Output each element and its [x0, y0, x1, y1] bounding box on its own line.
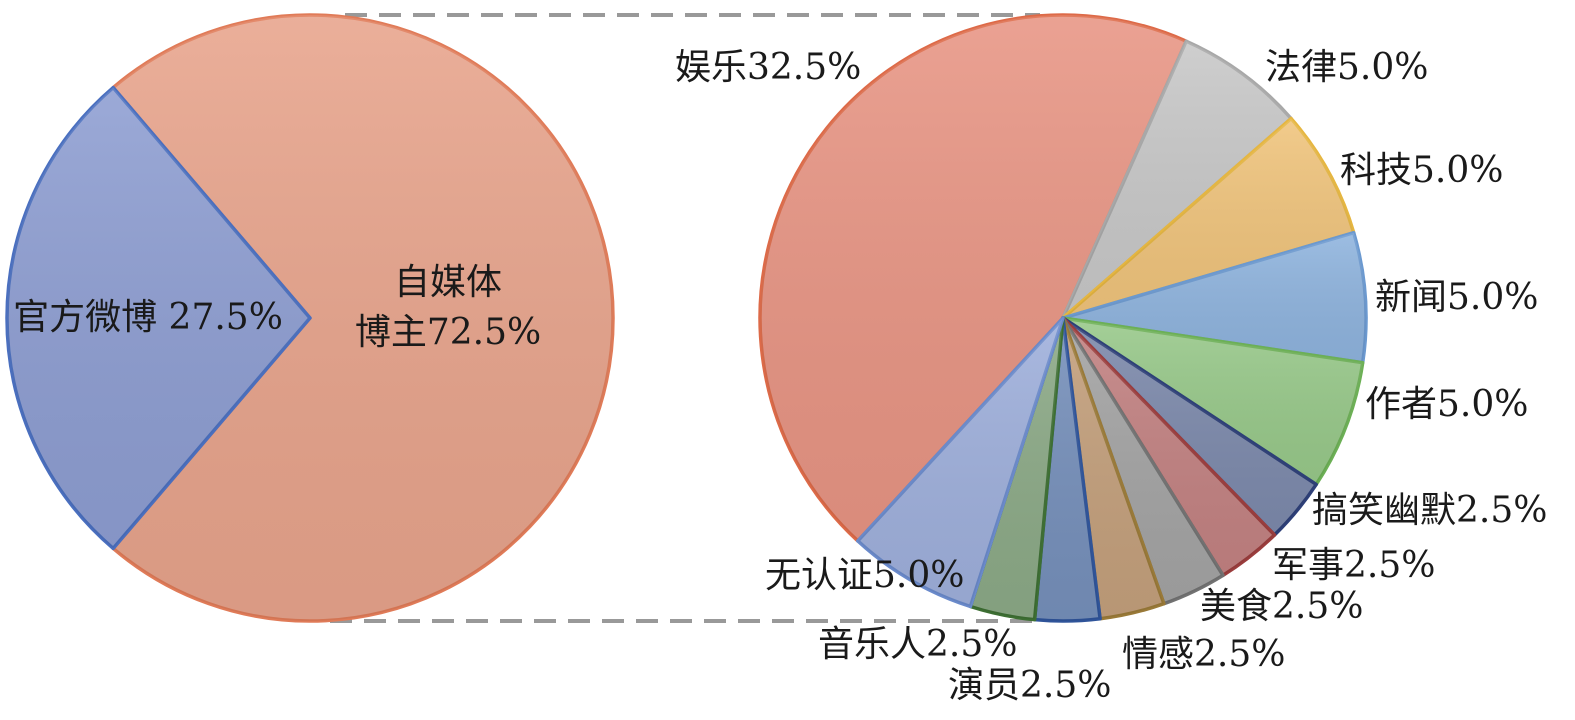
- right-pie-shade-9: [1034, 318, 1101, 622]
- label-right-9: 演员2.5%: [948, 665, 1111, 706]
- label-right-10: 音乐人2.5%: [818, 624, 1017, 665]
- right-pie-shade-8: [1063, 318, 1164, 619]
- label-right-6: 军事2.5%: [1272, 545, 1435, 586]
- right-pie-shade-0: [760, 15, 1187, 541]
- left-pie: [5, 13, 615, 623]
- right-pie-shade-6: [1063, 318, 1275, 576]
- label-right-8: 情感2.5%: [1122, 634, 1285, 675]
- label-right-0: 娱乐32.5%: [675, 47, 861, 88]
- right-pie-shade-2: [1063, 118, 1354, 318]
- right-pie-shade-7: [1063, 318, 1223, 604]
- right-pie-shade-3: [1063, 232, 1367, 363]
- left-pie-slice-shade-0: [113, 15, 614, 622]
- right-pie-shade-1: [1063, 41, 1292, 318]
- right-pie: [758, 13, 1368, 623]
- label-right-3: 新闻5.0%: [1375, 277, 1538, 318]
- connector-lines: [330, 13, 1040, 623]
- label-self-media: 自媒体: [394, 262, 502, 303]
- label-right-11: 无认证5.0%: [765, 555, 964, 596]
- left-pie-slice-shade-1: [7, 87, 310, 549]
- label-right-4: 作者5.0%: [1365, 384, 1528, 425]
- label-right-1: 法律5.0%: [1265, 47, 1428, 88]
- label-self-media-line2: 博主72.5%: [355, 312, 541, 353]
- right-pie-shade-4: [1063, 318, 1363, 485]
- label-right-7: 美食2.5%: [1200, 586, 1363, 627]
- label-right-2: 科技5.0%: [1340, 150, 1503, 191]
- right-pie-shade-11: [857, 318, 1063, 607]
- label-official: 官方微博 27.5%: [13, 297, 283, 338]
- right-pie-shade-5: [1063, 318, 1317, 535]
- label-right-5: 搞笑幽默2.5%: [1312, 490, 1547, 531]
